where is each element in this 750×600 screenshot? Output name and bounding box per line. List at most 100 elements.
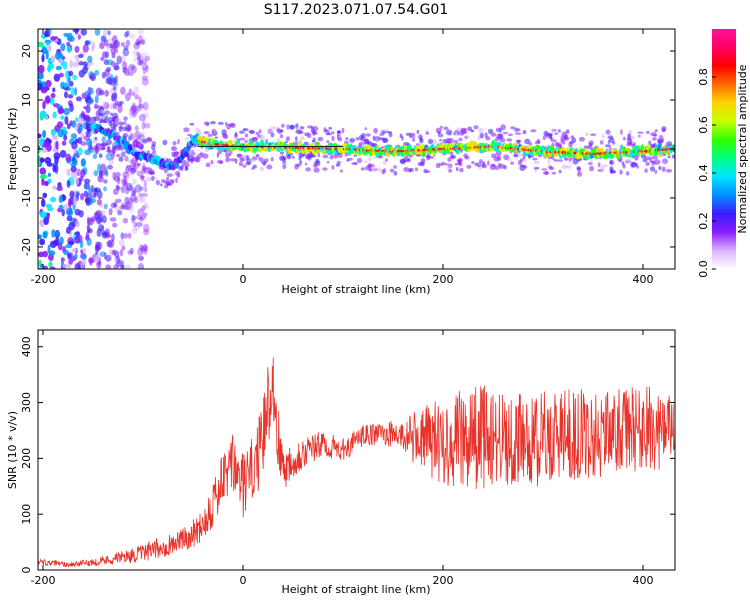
- halo-blob: [519, 164, 526, 168]
- halo-blob: [648, 140, 652, 146]
- halo-blob: [258, 157, 264, 162]
- halo-blob: [496, 133, 503, 140]
- halo-blob: [572, 159, 579, 165]
- halo-blob: [295, 136, 298, 142]
- halo-blob: [552, 157, 555, 161]
- noise-blob: [65, 244, 73, 249]
- halo-blob: [435, 127, 442, 134]
- halo-blob: [561, 164, 567, 170]
- noise-blob: [138, 29, 144, 35]
- colorbar-tick-label: 0.0: [697, 260, 710, 278]
- halo-blob: [517, 128, 521, 132]
- noise-blob: [66, 45, 72, 53]
- noise-blob: [48, 250, 56, 256]
- noise-blob: [84, 90, 89, 98]
- noise-blob: [130, 133, 134, 141]
- halo-blob: [658, 165, 662, 171]
- noise-blob: [58, 72, 64, 78]
- halo-blob: [184, 165, 188, 172]
- halo-blob: [576, 171, 583, 177]
- noise-blob: [127, 171, 134, 177]
- halo-blob: [634, 163, 638, 166]
- noise-blob: [141, 75, 148, 81]
- noise-blob: [72, 160, 78, 167]
- halo-blob: [478, 127, 484, 134]
- halo-blob: [166, 173, 173, 178]
- halo-blob: [645, 161, 650, 166]
- noise-blob: [75, 177, 79, 186]
- halo-blob: [151, 140, 157, 147]
- noise-blob: [141, 244, 148, 252]
- halo-blob: [473, 125, 479, 130]
- halo-blob: [336, 160, 341, 165]
- halo-blob: [547, 159, 551, 165]
- halo-blob: [292, 156, 295, 159]
- halo-blob: [249, 159, 256, 163]
- halo-blob: [495, 127, 500, 133]
- noise-blob: [106, 66, 112, 72]
- halo-blob: [565, 129, 570, 134]
- halo-blob: [258, 135, 266, 141]
- halo-blob: [104, 110, 110, 115]
- snr-frame: [37, 329, 676, 571]
- halo-blob: [170, 146, 178, 152]
- halo-blob: [517, 160, 523, 166]
- noise-blob: [63, 134, 68, 141]
- halo-blob: [187, 133, 192, 137]
- halo-blob: [403, 167, 409, 172]
- noise-blob: [135, 105, 139, 114]
- noise-blob: [139, 186, 145, 191]
- halo-blob: [312, 137, 316, 143]
- noise-blob: [134, 184, 142, 193]
- halo-blob: [285, 136, 291, 142]
- noise-blob: [131, 110, 137, 118]
- halo-blob: [312, 130, 316, 135]
- halo-blob: [628, 129, 633, 135]
- noise-blob: [38, 41, 44, 47]
- halo-blob: [141, 143, 144, 150]
- noise-blob: [139, 195, 146, 204]
- halo-blob: [565, 165, 572, 169]
- halo-blob: [502, 131, 509, 135]
- halo-blob: [317, 154, 321, 158]
- noise-blob: [130, 105, 137, 113]
- halo-blob: [371, 166, 378, 172]
- halo-blob: [626, 171, 630, 176]
- noise-blob: [136, 221, 143, 228]
- halo-blob: [601, 134, 605, 139]
- halo-blob: [435, 162, 441, 169]
- noise-blob: [138, 256, 144, 262]
- halo-blob: [258, 129, 262, 134]
- noise-blob: [69, 190, 75, 198]
- halo-blob: [216, 152, 220, 158]
- noise-blob: [142, 38, 146, 46]
- halo-blob: [142, 139, 148, 144]
- noise-blob: [130, 65, 137, 74]
- noise-blob: [116, 255, 121, 265]
- noise-blob: [80, 29, 87, 36]
- halo-blob: [221, 129, 227, 136]
- noise-blob: [103, 203, 108, 210]
- halo-blob: [239, 130, 245, 134]
- noise-blob: [97, 175, 104, 183]
- noise-blob: [101, 71, 106, 79]
- noise-blob: [41, 54, 45, 63]
- halo-blob: [225, 157, 231, 163]
- noise-blob: [127, 232, 132, 239]
- halo-blob: [583, 145, 590, 149]
- halo-blob: [331, 135, 335, 142]
- halo-blob: [325, 128, 328, 132]
- halo-blob: [299, 126, 305, 130]
- noise-blob: [52, 185, 57, 191]
- halo-blob: [242, 164, 247, 168]
- noise-blob: [141, 63, 149, 71]
- noise-blob: [49, 240, 57, 248]
- halo-blob: [242, 128, 246, 131]
- noise-blob: [143, 228, 150, 236]
- noise-blob: [84, 96, 88, 103]
- halo-blob: [84, 106, 88, 110]
- noise-blob: [96, 190, 103, 200]
- y-tick-label: -10: [20, 189, 33, 207]
- noise-blob: [130, 63, 135, 71]
- halo-blob: [151, 175, 155, 181]
